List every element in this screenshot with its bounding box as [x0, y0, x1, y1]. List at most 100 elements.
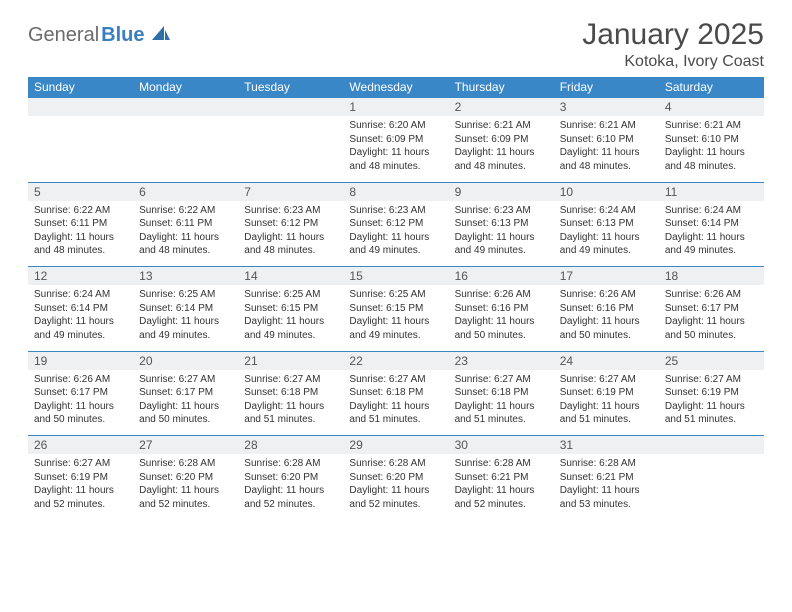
weekday-header: Friday — [554, 77, 659, 98]
sunset-text: Sunset: 6:15 PM — [244, 302, 337, 316]
daylight-text-2: and 53 minutes. — [560, 498, 653, 512]
day-number-cell: 27 — [133, 436, 238, 455]
sunset-text: Sunset: 6:19 PM — [665, 386, 758, 400]
daylight-text-1: Daylight: 11 hours — [560, 315, 653, 329]
sunset-text: Sunset: 6:15 PM — [349, 302, 442, 316]
sunset-text: Sunset: 6:10 PM — [560, 133, 653, 147]
day-number-cell — [659, 436, 764, 455]
daylight-text-1: Daylight: 11 hours — [665, 315, 758, 329]
day-content-cell: Sunrise: 6:27 AMSunset: 6:19 PMDaylight:… — [28, 454, 133, 520]
daylight-text-1: Daylight: 11 hours — [349, 400, 442, 414]
day-number-cell: 25 — [659, 351, 764, 370]
daylight-text-1: Daylight: 11 hours — [349, 315, 442, 329]
daylight-text-1: Daylight: 11 hours — [455, 484, 548, 498]
daylight-text-2: and 49 minutes. — [560, 244, 653, 258]
sunset-text: Sunset: 6:18 PM — [349, 386, 442, 400]
sunrise-text: Sunrise: 6:22 AM — [34, 204, 127, 218]
day-content-cell: Sunrise: 6:24 AMSunset: 6:14 PMDaylight:… — [28, 285, 133, 351]
sunrise-text: Sunrise: 6:21 AM — [560, 119, 653, 133]
day-number-cell: 1 — [343, 98, 448, 117]
day-content-cell — [238, 116, 343, 182]
sunset-text: Sunset: 6:12 PM — [349, 217, 442, 231]
day-number-cell: 2 — [449, 98, 554, 117]
sunrise-text: Sunrise: 6:26 AM — [560, 288, 653, 302]
day-content-cell: Sunrise: 6:22 AMSunset: 6:11 PMDaylight:… — [133, 201, 238, 267]
sunrise-text: Sunrise: 6:27 AM — [139, 373, 232, 387]
sunrise-text: Sunrise: 6:22 AM — [139, 204, 232, 218]
day-number-cell: 15 — [343, 267, 448, 286]
daylight-text-1: Daylight: 11 hours — [455, 231, 548, 245]
daylight-text-2: and 51 minutes. — [455, 413, 548, 427]
daylight-text-1: Daylight: 11 hours — [665, 400, 758, 414]
day-number-cell: 8 — [343, 182, 448, 201]
logo: GeneralBlue — [28, 24, 172, 47]
daylight-text-1: Daylight: 11 hours — [349, 231, 442, 245]
daylight-text-1: Daylight: 11 hours — [34, 400, 127, 414]
day-number-cell — [133, 98, 238, 117]
sunset-text: Sunset: 6:09 PM — [349, 133, 442, 147]
weekday-header: Thursday — [449, 77, 554, 98]
daylight-text-2: and 51 minutes. — [560, 413, 653, 427]
day-content-cell: Sunrise: 6:26 AMSunset: 6:17 PMDaylight:… — [659, 285, 764, 351]
day-content-cell — [659, 454, 764, 520]
sunrise-text: Sunrise: 6:27 AM — [349, 373, 442, 387]
sunset-text: Sunset: 6:20 PM — [139, 471, 232, 485]
sunrise-text: Sunrise: 6:20 AM — [349, 119, 442, 133]
day-content-cell: Sunrise: 6:27 AMSunset: 6:19 PMDaylight:… — [659, 370, 764, 436]
day-content-cell: Sunrise: 6:25 AMSunset: 6:14 PMDaylight:… — [133, 285, 238, 351]
day-content-cell: Sunrise: 6:27 AMSunset: 6:17 PMDaylight:… — [133, 370, 238, 436]
daylight-text-1: Daylight: 11 hours — [560, 231, 653, 245]
daylight-text-2: and 49 minutes. — [244, 329, 337, 343]
day-content-row: Sunrise: 6:26 AMSunset: 6:17 PMDaylight:… — [28, 370, 764, 436]
sunrise-text: Sunrise: 6:26 AM — [455, 288, 548, 302]
daylight-text-1: Daylight: 11 hours — [455, 146, 548, 160]
day-number-cell: 23 — [449, 351, 554, 370]
daylight-text-1: Daylight: 11 hours — [139, 400, 232, 414]
sunset-text: Sunset: 6:16 PM — [455, 302, 548, 316]
sunrise-text: Sunrise: 6:28 AM — [349, 457, 442, 471]
day-content-cell: Sunrise: 6:20 AMSunset: 6:09 PMDaylight:… — [343, 116, 448, 182]
daylight-text-2: and 48 minutes. — [34, 244, 127, 258]
sunrise-text: Sunrise: 6:24 AM — [665, 204, 758, 218]
daylight-text-2: and 50 minutes. — [455, 329, 548, 343]
daylight-text-2: and 49 minutes. — [349, 329, 442, 343]
day-content-cell: Sunrise: 6:23 AMSunset: 6:13 PMDaylight:… — [449, 201, 554, 267]
day-content-cell: Sunrise: 6:26 AMSunset: 6:17 PMDaylight:… — [28, 370, 133, 436]
weekday-header: Monday — [133, 77, 238, 98]
sunset-text: Sunset: 6:13 PM — [560, 217, 653, 231]
daylight-text-2: and 51 minutes. — [244, 413, 337, 427]
day-number-cell: 5 — [28, 182, 133, 201]
day-number-cell: 18 — [659, 267, 764, 286]
daylight-text-2: and 50 minutes. — [139, 413, 232, 427]
sunset-text: Sunset: 6:10 PM — [665, 133, 758, 147]
daylight-text-2: and 52 minutes. — [34, 498, 127, 512]
daylight-text-2: and 50 minutes. — [665, 329, 758, 343]
daylight-text-2: and 48 minutes. — [349, 160, 442, 174]
sunrise-text: Sunrise: 6:23 AM — [455, 204, 548, 218]
sunset-text: Sunset: 6:20 PM — [349, 471, 442, 485]
daylight-text-2: and 50 minutes. — [34, 413, 127, 427]
day-content-cell — [133, 116, 238, 182]
daylight-text-2: and 52 minutes. — [244, 498, 337, 512]
daylight-text-2: and 51 minutes. — [349, 413, 442, 427]
sunset-text: Sunset: 6:17 PM — [139, 386, 232, 400]
day-number-cell: 3 — [554, 98, 659, 117]
daylight-text-2: and 52 minutes. — [455, 498, 548, 512]
daylight-text-2: and 49 minutes. — [349, 244, 442, 258]
sunset-text: Sunset: 6:17 PM — [665, 302, 758, 316]
sunset-text: Sunset: 6:13 PM — [455, 217, 548, 231]
sunrise-text: Sunrise: 6:25 AM — [244, 288, 337, 302]
day-content-cell: Sunrise: 6:21 AMSunset: 6:09 PMDaylight:… — [449, 116, 554, 182]
weekday-header: Wednesday — [343, 77, 448, 98]
sunrise-text: Sunrise: 6:27 AM — [560, 373, 653, 387]
sunrise-text: Sunrise: 6:27 AM — [455, 373, 548, 387]
daylight-text-2: and 48 minutes. — [560, 160, 653, 174]
daylight-text-2: and 51 minutes. — [665, 413, 758, 427]
day-content-cell: Sunrise: 6:28 AMSunset: 6:20 PMDaylight:… — [238, 454, 343, 520]
weekday-header-row: Sunday Monday Tuesday Wednesday Thursday… — [28, 77, 764, 98]
day-number-cell: 10 — [554, 182, 659, 201]
day-number-cell: 21 — [238, 351, 343, 370]
daylight-text-2: and 48 minutes. — [139, 244, 232, 258]
sail-icon — [150, 24, 172, 47]
sunrise-text: Sunrise: 6:27 AM — [244, 373, 337, 387]
